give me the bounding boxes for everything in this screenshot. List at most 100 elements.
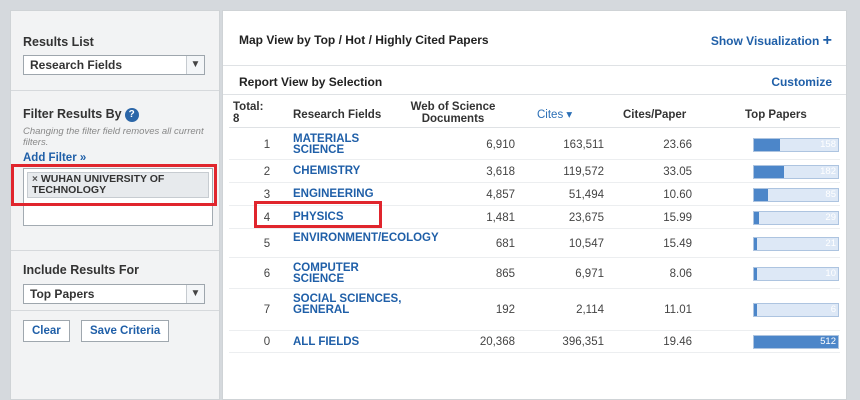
top-papers-bar[interactable]: 21: [753, 237, 839, 251]
cites-per-paper-value: 10.60: [663, 189, 692, 201]
physics-highlight: [254, 201, 382, 228]
table-row: 1 MATERIALS SCIENCE 6,910 163,511 23.66 158: [229, 129, 840, 160]
total-value: 8: [233, 113, 240, 125]
cites-value: 2,114: [576, 304, 604, 316]
cites-per-paper-value: 8.06: [669, 268, 692, 280]
top-papers-bar[interactable]: 85: [753, 188, 839, 202]
top-papers-bar-fill: [754, 268, 758, 280]
results-list-selected: Research Fields: [30, 58, 123, 72]
top-papers-value: 182: [820, 166, 836, 177]
results-list-title: Results List: [23, 35, 94, 49]
row-number: 1: [263, 139, 271, 151]
research-field-link[interactable]: ALL FIELDS: [293, 336, 360, 348]
cites-per-paper-header[interactable]: Cites/Paper: [623, 109, 687, 121]
top-papers-bar[interactable]: 512: [753, 335, 839, 349]
cites-per-paper-value: 15.49: [663, 238, 692, 250]
filter-chip-text: WUHAN UNIVERSITY OF TECHNOLOGY: [32, 173, 165, 196]
cites-value: 163,511: [563, 139, 604, 151]
research-field-link[interactable]: MATERIALS SCIENCE: [293, 133, 360, 156]
cites-value: 51,494: [568, 189, 604, 201]
cites-header[interactable]: Cites ▾: [537, 109, 573, 121]
add-filter-link[interactable]: Add Filter »: [23, 152, 87, 164]
top-papers-bar[interactable]: 10: [753, 267, 839, 281]
research-field-link[interactable]: PHYSICS: [293, 211, 344, 223]
top-papers-bar-fill: [754, 139, 780, 151]
close-icon[interactable]: ×: [32, 174, 38, 185]
total-label: Total:: [233, 101, 264, 113]
top-papers-value: 85: [825, 189, 836, 200]
research-fields-header[interactable]: Research Fields: [293, 109, 382, 121]
show-visualization-label: Show Visualization: [710, 34, 820, 48]
filter-highlight: [11, 164, 217, 206]
results-list-select[interactable]: Research Fields ▼: [23, 55, 205, 75]
plus-icon: +: [822, 32, 832, 49]
clear-button[interactable]: Clear: [23, 320, 70, 342]
filter-section: Filter Results By? Changing the filter f…: [11, 91, 219, 251]
top-papers-bar[interactable]: 158: [753, 138, 839, 152]
top-papers-header[interactable]: Top Papers: [745, 109, 807, 121]
table-row: 0 ALL FIELDS 20,368 396,351 19.46 512: [229, 331, 840, 353]
filter-title-text: Filter Results By: [23, 107, 122, 121]
wos-documents-header[interactable]: Web of Science Documents: [410, 101, 496, 125]
research-field-link[interactable]: ENGINEERING: [293, 188, 374, 200]
research-field-link[interactable]: COMPUTER SCIENCE: [293, 262, 359, 285]
research-field-link[interactable]: CHEMISTRY: [293, 165, 361, 177]
cites-value: 396,351: [562, 336, 604, 348]
cites-per-paper-value: 15.99: [663, 212, 692, 224]
include-title: Include Results For: [23, 263, 139, 277]
chevron-down-icon: ▼: [186, 285, 204, 303]
row-number: 5: [263, 238, 271, 250]
row-number: 2: [263, 166, 271, 178]
research-field-link[interactable]: ENVIRONMENT/ECOLOGY: [293, 232, 439, 244]
wos-documents-value: 4,857: [486, 189, 515, 201]
cites-value: 10,547: [568, 238, 604, 250]
research-field-link[interactable]: SOCIAL SCIENCES, GENERAL: [293, 293, 402, 316]
cites-per-paper-value: 33.05: [663, 166, 692, 178]
filter-hint: Changing the filter field removes all cu…: [23, 126, 204, 148]
include-select[interactable]: Top Papers ▼: [23, 284, 205, 304]
table-row: 7 SOCIAL SCIENCES, GENERAL 192 2,114 11.01 6: [229, 289, 840, 331]
map-view-title: Map View by Top / Hot / Highly Cited Pap…: [239, 33, 489, 47]
filter-title: Filter Results By?: [23, 107, 139, 122]
show-visualization-link[interactable]: Show Visualization +: [711, 32, 832, 50]
report-view-title: Report View by Selection: [239, 75, 383, 89]
top-papers-value: 512: [820, 336, 836, 347]
wos-documents-value: 3,618: [486, 166, 515, 178]
table-row: 3 ENGINEERING 4,857 51,494 10.60 85: [229, 183, 840, 206]
row-number: 4: [263, 212, 271, 224]
top-papers-value: 21: [825, 238, 836, 249]
help-icon[interactable]: ?: [124, 107, 139, 122]
customize-link[interactable]: Customize: [771, 75, 832, 89]
top-papers-bar[interactable]: 6: [753, 303, 839, 317]
cites-per-paper-value: 23.66: [663, 139, 692, 151]
row-number: 7: [263, 304, 271, 316]
top-papers-bar-fill: [754, 212, 759, 224]
top-papers-bar-fill: [754, 304, 758, 316]
top-papers-value: 29: [825, 212, 836, 223]
row-number: 0: [263, 336, 271, 348]
include-selected: Top Papers: [30, 287, 95, 301]
top-papers-bar-fill: [754, 238, 758, 250]
wos-documents-value: 20,368: [479, 336, 515, 348]
top-papers-bar[interactable]: 182: [753, 165, 839, 179]
save-criteria-button[interactable]: Save Criteria: [81, 320, 170, 342]
filter-chip: × WUHAN UNIVERSITY OF TECHNOLOGY: [27, 172, 209, 198]
top-papers-bar-fill: [754, 336, 838, 348]
top-papers-value: 6: [830, 304, 836, 315]
top-papers-bar-fill: [754, 189, 768, 201]
table-row: 2 CHEMISTRY 3,618 119,572 33.05 182: [229, 160, 840, 183]
chevron-down-icon: ▼: [186, 56, 204, 74]
top-papers-bar-fill: [754, 166, 784, 178]
cites-per-paper-value: 19.46: [663, 336, 692, 348]
cites-per-paper-value: 11.01: [664, 304, 692, 316]
wos-documents-value: 681: [495, 238, 515, 250]
cites-value: 119,572: [563, 166, 604, 178]
total-header: Total: 8: [233, 101, 263, 125]
row-number: 6: [263, 268, 271, 280]
wos-documents-value: 865: [495, 268, 515, 280]
wos-documents-value: 192: [495, 304, 515, 316]
table-row: 4 PHYSICS 1,481 23,675 15.99 29: [229, 206, 840, 229]
top-papers-bar[interactable]: 29: [753, 211, 839, 225]
row-number: 3: [263, 189, 271, 201]
filter-box: × WUHAN UNIVERSITY OF TECHNOLOGY: [23, 168, 213, 226]
